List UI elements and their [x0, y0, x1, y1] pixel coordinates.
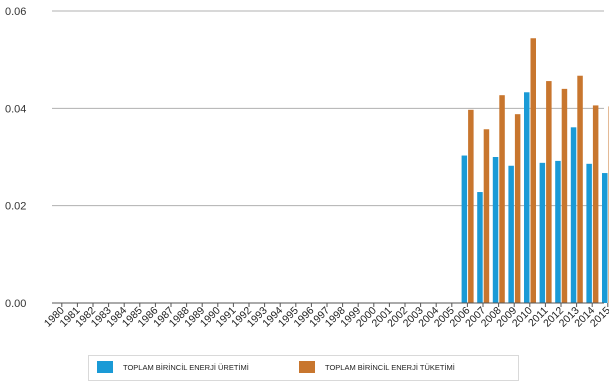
bar-production-2007 — [477, 192, 483, 303]
bar-consumption-2014 — [592, 105, 599, 303]
legend-label-consumption: TOPLAM BİRİNCİL ENERJİ TÜKETİMİ — [325, 362, 455, 372]
bar-production-2013 — [570, 127, 577, 304]
bar-production-2010 — [524, 92, 530, 303]
bar-consumption-2010 — [530, 38, 536, 304]
bar-production-2009 — [508, 165, 514, 303]
bar-consumption-2006 — [468, 109, 474, 303]
bar-consumption-2009 — [514, 114, 521, 303]
legend-item-production: TOPLAM BİRİNCİL ENERJİ ÜRETİMİ — [97, 361, 249, 373]
bar-production-2012 — [555, 160, 561, 303]
bar-consumption-2013 — [577, 75, 583, 303]
x-axis-ticks: 1980198119821983198419851986198719881989… — [42, 303, 609, 330]
bar-consumption-2007 — [483, 129, 490, 303]
y-tick-label: 0.00 — [5, 298, 26, 310]
bar-production-2011 — [539, 162, 546, 303]
bar-consumption-2011 — [546, 81, 552, 303]
legend-item-consumption: TOPLAM BİRİNCİL ENERJİ TÜKETİMİ — [299, 361, 455, 373]
bar-production-2006 — [461, 155, 468, 303]
legend-label-production: TOPLAM BİRİNCİL ENERJİ ÜRETİMİ — [123, 362, 249, 372]
bars — [461, 38, 609, 304]
y-tick-label: 0.02 — [5, 201, 26, 213]
bar-consumption-2012 — [561, 88, 568, 303]
gridlines — [52, 10, 604, 207]
legend-swatch-consumption — [299, 361, 315, 373]
y-tick-label: 0.06 — [5, 6, 26, 18]
bar-production-2014 — [586, 163, 592, 303]
bar-consumption-2008 — [499, 95, 505, 304]
bar-production-2008 — [492, 157, 499, 303]
y-axis-ticks: 0.00 0.02 0.04 0.06 — [5, 6, 26, 310]
legend: TOPLAM BİRİNCİL ENERJİ ÜRETİMİ TOPLAM Bİ… — [88, 355, 519, 381]
legend-swatch-production — [97, 361, 113, 373]
bar-production-2015 — [602, 173, 608, 303]
y-tick-label: 0.04 — [5, 103, 26, 115]
